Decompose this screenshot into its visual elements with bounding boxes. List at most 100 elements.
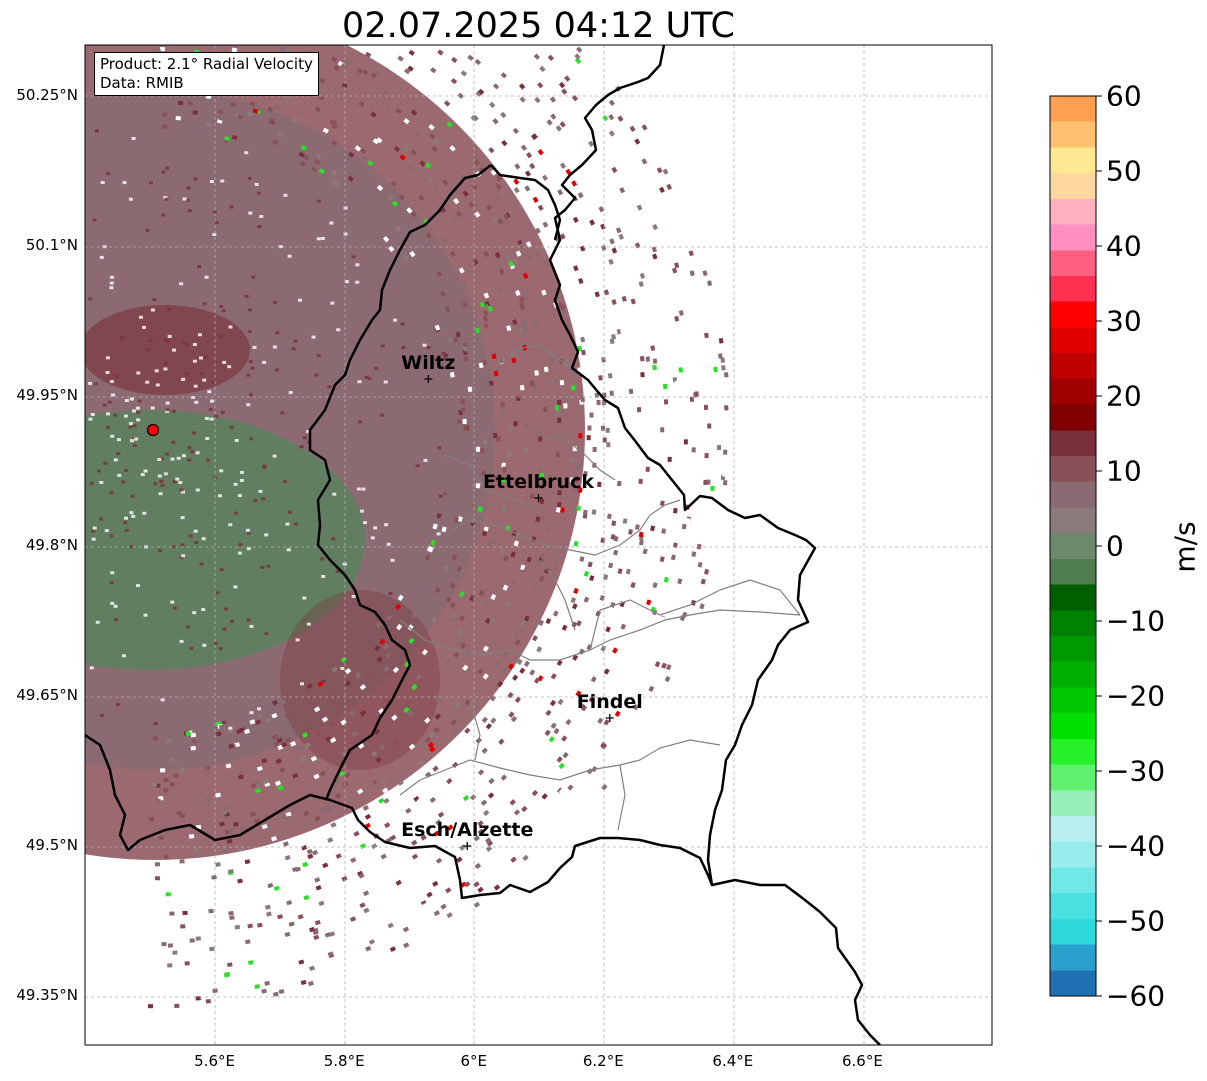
echo-cell [420, 739, 427, 746]
echo-cell [292, 772, 299, 779]
echo-cell [116, 452, 121, 455]
echo-cell [371, 674, 378, 681]
echo-cell [519, 304, 525, 311]
echo-cell [258, 489, 263, 493]
echo-cell [442, 564, 449, 572]
echo-cell [359, 902, 366, 909]
echo-cell [543, 406, 548, 412]
echo-cell [355, 280, 360, 284]
echo-cell [191, 396, 196, 399]
echo-cell [636, 204, 643, 211]
echo-cell [320, 557, 325, 561]
echo-cell [537, 81, 544, 89]
echo-cell [273, 104, 280, 110]
echo-cell [388, 592, 393, 595]
echo-cell [331, 139, 338, 146]
echo-cell [364, 813, 372, 820]
echo-cell [271, 699, 279, 706]
echo-cell [271, 734, 279, 740]
echo-cell [124, 399, 129, 402]
echo-cell [650, 345, 656, 351]
echo-cell [165, 892, 171, 897]
echo-cell [574, 57, 582, 64]
echo-cell [239, 727, 246, 733]
echo-cell [553, 378, 559, 384]
echo-cell [673, 262, 680, 269]
echo-cell [506, 325, 512, 332]
echo-cell [310, 755, 317, 762]
echo-cell [298, 151, 305, 158]
echo-cell [652, 253, 658, 260]
echo-cell [360, 509, 364, 513]
echo-cell [597, 752, 604, 759]
echo-cell [368, 939, 375, 945]
echo-cell [397, 779, 404, 786]
echo-cell [273, 885, 280, 891]
echo-cell [358, 742, 365, 749]
echo-cell [154, 862, 160, 867]
echo-cell [193, 529, 198, 533]
echo-cell [394, 603, 402, 611]
echo-cell [249, 711, 254, 715]
echo-cell [264, 533, 269, 537]
echo-cell [397, 55, 404, 62]
echo-cell [219, 568, 224, 572]
echo-cell [271, 712, 278, 719]
echo-cell [716, 444, 722, 450]
echo-cell [449, 770, 456, 777]
echo-cell [365, 945, 372, 952]
echo-cell [149, 181, 153, 185]
echo-cell [488, 777, 495, 785]
echo-cell [245, 528, 250, 532]
echo-cell [531, 789, 539, 797]
echo-cell [380, 777, 387, 785]
echo-cell [313, 934, 320, 941]
echo-cell [293, 339, 298, 343]
echo-cell [463, 425, 468, 431]
echo-cell [277, 131, 285, 138]
echo-cell [500, 111, 507, 119]
echo-cell [335, 853, 342, 859]
echo-cell [163, 472, 168, 476]
echo-cell [645, 458, 651, 465]
echo-cell [129, 422, 133, 426]
echo-cell [571, 603, 578, 610]
echo-cell [327, 385, 332, 389]
echo-cell [557, 489, 562, 496]
echo-cell [255, 719, 262, 725]
echo-cell [608, 130, 615, 137]
echo-cell [426, 610, 433, 617]
echo-cell [470, 794, 477, 801]
echo-cell [484, 837, 492, 844]
echo-cell [564, 75, 571, 82]
echo-cell [276, 737, 283, 744]
echo-cell [313, 706, 321, 713]
echo-cell [603, 719, 610, 726]
echo-cell [460, 70, 468, 77]
echo-cell [576, 620, 582, 627]
echo-cell [379, 743, 386, 751]
echo-cell [477, 828, 485, 835]
echo-cell [542, 221, 549, 228]
echo-cell [287, 510, 292, 514]
echo-cell [537, 149, 544, 156]
echo-cell [433, 910, 441, 917]
echo-cell [261, 758, 268, 764]
echo-cell [339, 157, 346, 164]
echo-cell [109, 281, 114, 285]
echo-cell [252, 108, 259, 114]
echo-cell [153, 482, 158, 486]
echo-cell [342, 781, 349, 788]
echo-cell [483, 424, 488, 430]
echo-cell [553, 727, 560, 735]
echo-cell [209, 946, 215, 952]
echo-cell [217, 494, 222, 498]
echo-cell [387, 194, 394, 201]
echo-cell [268, 117, 275, 124]
echo-cell [310, 166, 318, 173]
echo-cell [103, 461, 108, 465]
echo-cell [353, 830, 360, 837]
echo-cell [395, 108, 402, 115]
echo-cell [297, 914, 304, 920]
echo-cell [483, 809, 490, 817]
